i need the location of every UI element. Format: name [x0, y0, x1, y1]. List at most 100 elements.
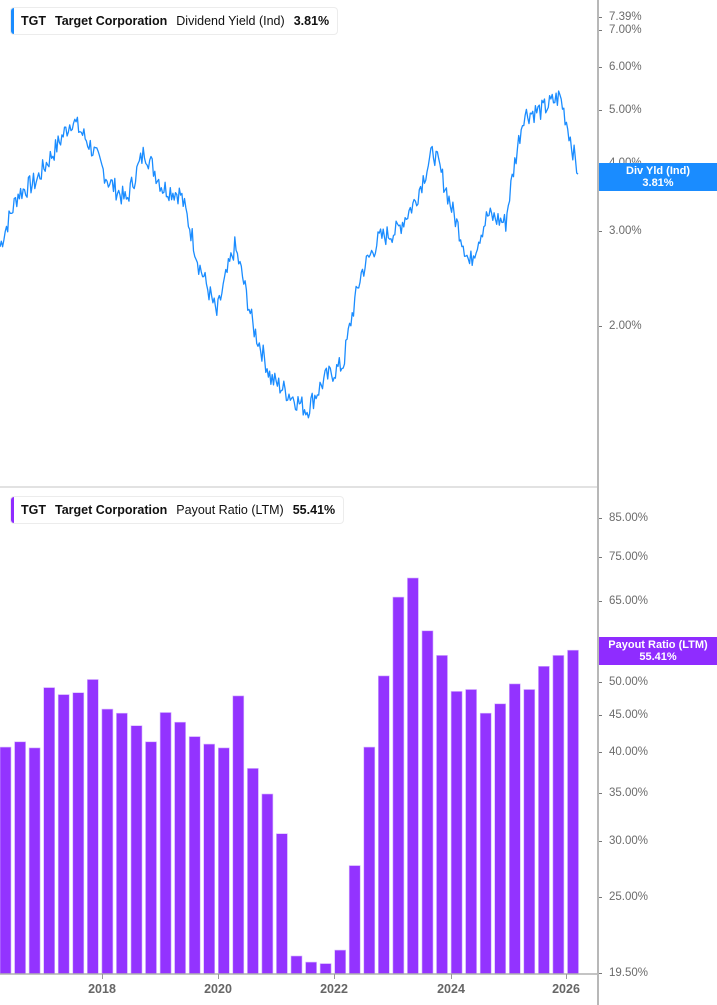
payout-bar[interactable] — [174, 721, 186, 975]
payout-bar[interactable] — [508, 683, 521, 975]
y-tick-label: 7.00% — [599, 24, 642, 36]
payout-bar[interactable] — [247, 768, 259, 975]
payout-bar[interactable] — [450, 691, 463, 975]
y-tick-label: 25.00% — [599, 891, 648, 903]
tick-mark — [599, 109, 602, 111]
payout-bar[interactable] — [290, 955, 303, 975]
payout-bar[interactable] — [479, 712, 492, 975]
tick-mark — [599, 29, 602, 31]
tick-mark — [599, 792, 602, 794]
payout-bar[interactable] — [159, 712, 172, 975]
legend-metric: Payout Ratio (LTM) — [176, 503, 284, 517]
tick-text: 65.00% — [609, 595, 649, 607]
tick-mark — [599, 600, 602, 602]
y-tick-label: 35.00% — [599, 787, 648, 799]
flag-label: Payout Ratio (LTM) — [608, 639, 708, 651]
payout-bar[interactable] — [363, 746, 376, 975]
tick-text: 6.00% — [609, 61, 642, 73]
tick-mark — [599, 840, 602, 842]
tick-text: 50.00% — [609, 676, 649, 688]
y-tick-label: 85.00% — [599, 512, 648, 524]
payout-bar[interactable] — [57, 694, 70, 975]
x-tick-label: 2024 — [437, 982, 465, 996]
tick-text: 2.00% — [609, 320, 642, 332]
payout-bar[interactable] — [232, 695, 245, 975]
payout-bar[interactable] — [101, 708, 114, 975]
payout-bar[interactable] — [319, 963, 332, 975]
y-tick-label: 6.00% — [599, 61, 642, 73]
y-tick-label: 30.00% — [599, 835, 648, 847]
x-tick-label: 2022 — [320, 982, 348, 996]
payout-bar[interactable] — [465, 689, 477, 975]
payout-bar[interactable] — [188, 736, 201, 975]
payout-bar[interactable] — [203, 743, 215, 975]
payout-bar[interactable] — [276, 833, 288, 975]
payout-bar[interactable] — [436, 655, 448, 975]
payout-bar[interactable] — [538, 665, 550, 975]
payout-bar[interactable] — [523, 689, 536, 975]
payout-ratio-legend[interactable]: TGT Target Corporation Payout Ratio (LTM… — [10, 496, 345, 524]
x-tick-mark — [102, 974, 103, 979]
payout-bar[interactable] — [145, 741, 157, 975]
payout-bar[interactable] — [377, 675, 390, 975]
tick-text: 30.00% — [609, 835, 649, 847]
tick-mark — [599, 230, 602, 232]
legend-company: Target Corporation — [55, 14, 168, 28]
tick-mark — [599, 681, 602, 683]
dividend-yield-line-chart[interactable] — [0, 0, 597, 486]
tick-mark — [599, 751, 602, 753]
dividend-yield-legend[interactable]: TGT Target Corporation Dividend Yield (I… — [10, 7, 339, 35]
y-tick-label: 50.00% — [599, 676, 648, 688]
payout-bar[interactable] — [116, 712, 128, 975]
payout-bar[interactable] — [14, 741, 26, 975]
payout-ratio-price-flag: Payout Ratio (LTM) 55.41% — [599, 637, 717, 665]
payout-bar[interactable] — [421, 630, 434, 975]
tick-text: 7.39% — [609, 11, 642, 23]
tick-mark — [599, 16, 602, 18]
x-tick-label: 2018 — [88, 982, 116, 996]
panel-divider[interactable] — [0, 486, 597, 488]
payout-bar[interactable] — [567, 649, 579, 975]
y-tick-label: 65.00% — [599, 595, 648, 607]
x-tick-mark — [218, 974, 219, 979]
payout-bar[interactable] — [407, 577, 419, 975]
tick-text: 3.00% — [609, 225, 642, 237]
tick-text: 25.00% — [609, 891, 649, 903]
payout-bar[interactable] — [348, 865, 361, 975]
payout-bar[interactable] — [0, 746, 12, 975]
payout-bar[interactable] — [72, 692, 85, 975]
y-axis-line[interactable] — [597, 0, 599, 1005]
payout-bar[interactable] — [494, 703, 507, 975]
x-tick-label: 2026 — [552, 982, 580, 996]
payout-bar[interactable] — [130, 725, 143, 975]
payout-bar[interactable] — [43, 687, 56, 975]
legend-accent-bar — [11, 8, 14, 34]
x-tick-label: 2020 — [204, 982, 232, 996]
y-tick-label: 7.39% — [599, 11, 642, 23]
x-tick-mark — [451, 974, 452, 979]
legend-company: Target Corporation — [55, 503, 168, 517]
y-tick-label: 5.00% — [599, 104, 642, 116]
y-tick-label: 19.50% — [599, 967, 648, 979]
tick-mark — [599, 517, 602, 519]
payout-bar[interactable] — [87, 679, 99, 975]
payout-bar[interactable] — [28, 747, 41, 975]
flag-label: Div Yld (Ind) — [626, 165, 690, 177]
payout-bar[interactable] — [334, 949, 347, 975]
payout-bars — [0, 577, 579, 975]
payout-bar[interactable] — [218, 747, 230, 975]
x-tick-mark — [566, 974, 567, 979]
payout-bar[interactable] — [392, 596, 405, 975]
legend-value: 55.41% — [292, 503, 336, 517]
legend-ticker: TGT — [21, 14, 46, 28]
payout-bar[interactable] — [261, 793, 274, 975]
tick-text: 40.00% — [609, 746, 649, 758]
tick-mark — [599, 714, 602, 716]
dividend-yield-line — [0, 90, 579, 419]
payout-bar[interactable] — [305, 961, 317, 975]
payout-bar[interactable] — [552, 655, 565, 975]
tick-mark — [599, 325, 602, 327]
tick-text: 19.50% — [609, 967, 649, 979]
tick-text: 35.00% — [609, 787, 649, 799]
legend-value: 3.81% — [293, 14, 330, 28]
